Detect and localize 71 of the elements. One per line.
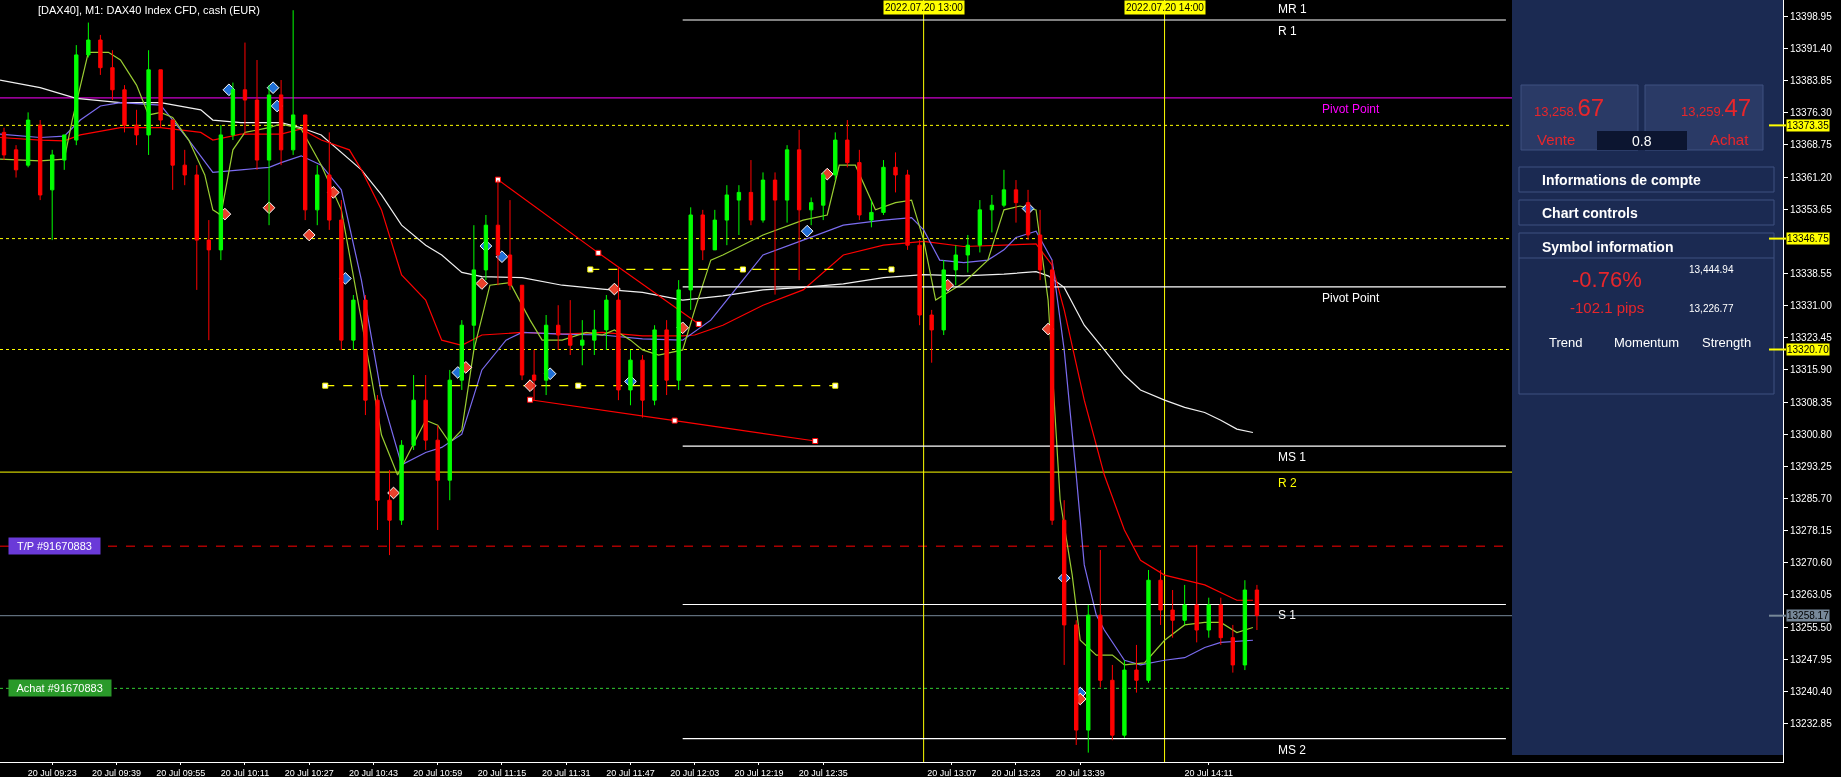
- ref-line-label: 13373.35: [1787, 120, 1830, 131]
- y-tick-label: 13263.05: [1790, 589, 1833, 601]
- x-tick-label: 20 Jul 11:31: [542, 767, 591, 777]
- x-tick-label: 20 Jul 14:11: [1184, 767, 1233, 777]
- annotation: 13,259.47: [1681, 94, 1752, 121]
- x-tick-label: 20 Jul 13:07: [927, 767, 977, 777]
- x-tick-label: 20 Jul 11:15: [477, 767, 527, 777]
- y-tick-label: 13383.85: [1790, 75, 1833, 87]
- x-tick-label: 20 Jul 10:59: [413, 767, 463, 777]
- x-tick-label: 20 Jul 09:39: [91, 767, 141, 777]
- annotation: Achat: [1710, 131, 1750, 148]
- y-tick-label: 13240.40: [1790, 685, 1833, 697]
- x-tick-label: 20 Jul 10:43: [348, 767, 398, 777]
- annotation: Symbol information: [1542, 239, 1674, 255]
- x-tick-label: 20 Jul 13:23: [991, 767, 1041, 777]
- series-label: MS 2: [1278, 743, 1307, 757]
- x-tick-label: 20 Jul 11:47: [606, 767, 655, 777]
- y-tick-label: 13323.45: [1790, 332, 1833, 344]
- annotation: Strength: [1702, 335, 1752, 350]
- y-tick-label: 13361.20: [1790, 171, 1833, 183]
- y-tick-label: 13398.95: [1790, 10, 1833, 22]
- y-tick-label: 13353.65: [1790, 203, 1833, 215]
- annotation: Trend: [1549, 335, 1583, 350]
- series-label: S 1: [1278, 608, 1297, 622]
- ref-line-label: T/P #91670883: [11, 540, 99, 552]
- ref-line-label: 13320.70: [1787, 344, 1830, 355]
- y-tick-label: 13300.80: [1790, 428, 1833, 440]
- x-tick-label: 20 Jul 10:27: [284, 767, 334, 777]
- ref-line-label: 13346.75: [1787, 233, 1830, 244]
- ref-line-label: 13258.17: [1787, 610, 1830, 621]
- y-tick-label: 13247.95: [1790, 653, 1833, 665]
- annotation: -102.1 pips: [1570, 299, 1645, 316]
- y-tick-label: 13315.90: [1790, 364, 1833, 376]
- y-tick-label: 13293.25: [1790, 460, 1833, 472]
- x-tick-label: 20 Jul 09:55: [156, 767, 206, 777]
- x-tick-label: 20 Jul 09:23: [27, 767, 77, 777]
- x-tick-label: 20 Jul 12:03: [670, 767, 720, 777]
- annotation: MR 1: [1278, 2, 1307, 16]
- annotation: 13,226.77: [1689, 303, 1734, 314]
- annotation: -0.76%: [1572, 267, 1642, 292]
- y-tick-label: 13285.70: [1790, 492, 1833, 504]
- y-tick-label: 13278.15: [1790, 525, 1833, 537]
- x-tick-label: 20 Jul 12:19: [734, 767, 784, 777]
- ref-line-label: Pivot Point: [1322, 102, 1381, 116]
- ref-line-label: Achat #91670883: [11, 682, 109, 694]
- series-label: MS 1: [1278, 450, 1307, 464]
- y-tick-label: 13232.85: [1790, 717, 1833, 729]
- ref-line-label: 2022.07.20 13:00: [885, 2, 964, 13]
- x-tick-label: 20 Jul 13:39: [1055, 767, 1105, 777]
- y-tick-label: 13308.35: [1790, 396, 1833, 408]
- annotation: Momentum: [1614, 335, 1680, 350]
- chart-title: [DAX40], M1: DAX40 Index CFD, cash (EUR): [38, 3, 260, 16]
- series-label: Pivot Point: [1322, 291, 1381, 305]
- x-tick-label: 20 Jul 12:35: [798, 767, 848, 777]
- y-tick-label: 13376.30: [1790, 107, 1833, 119]
- series-label: R 1: [1278, 24, 1297, 38]
- annotation: Informations de compte: [1542, 172, 1701, 188]
- annotation: Chart controls: [1542, 205, 1638, 221]
- x-tick-label: 20 Jul 10:11: [220, 767, 270, 777]
- annotation: 0.8: [1632, 133, 1652, 149]
- y-tick-label: 13270.60: [1790, 557, 1833, 569]
- annotation: 13,258.67: [1534, 94, 1605, 121]
- y-tick-label: 13338.55: [1790, 268, 1833, 280]
- y-tick-label: 13368.75: [1790, 139, 1833, 151]
- annotation: Vente: [1537, 131, 1576, 148]
- y-tick-label: 13255.50: [1790, 621, 1833, 633]
- y-tick-label: 13391.40: [1790, 43, 1833, 55]
- y-tick-label: 13331.00: [1790, 300, 1833, 312]
- ref-line-label: R 2: [1278, 476, 1297, 490]
- annotation: 13,444.94: [1689, 264, 1734, 275]
- ref-line-label: 2022.07.20 14:00: [1126, 2, 1205, 13]
